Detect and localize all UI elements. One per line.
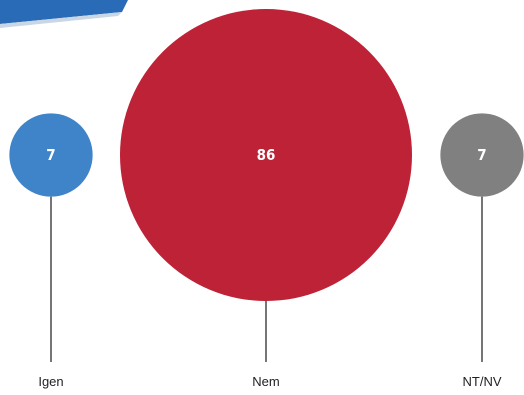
value-label-nem: 86 (257, 146, 276, 164)
bubble-igen (9, 113, 93, 197)
corner-banner (0, 0, 128, 28)
bubble-group: 7 86 7 (9, 9, 524, 362)
category-label-nem: Nem (252, 374, 279, 389)
category-label-igen: Igen (38, 374, 63, 389)
value-label-igen: 7 (46, 146, 55, 164)
category-label-group: Igen Nem NT/NV (38, 374, 501, 389)
bubble-nem (120, 9, 412, 301)
category-label-nt-nv: NT/NV (463, 374, 502, 389)
bubble-nt-nv (440, 113, 524, 197)
value-label-nt-nv: 7 (477, 146, 486, 164)
